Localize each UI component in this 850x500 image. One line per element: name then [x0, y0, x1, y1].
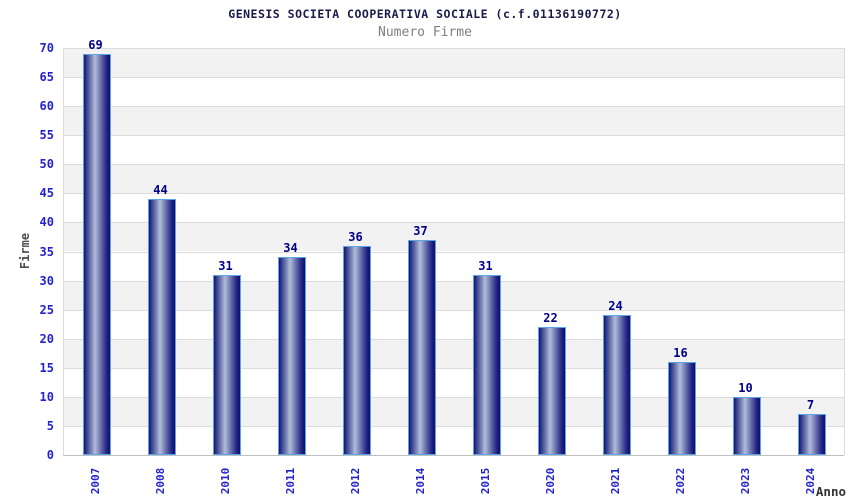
y-tick-label: 0 [46, 448, 54, 462]
x-tick-label: 2015 [478, 467, 492, 495]
y-tick-label: 30 [39, 273, 54, 288]
x-tick-label: 2008 [153, 467, 167, 495]
grid-band [64, 77, 844, 107]
grid-band [64, 338, 844, 368]
x-tick-label: 2021 [608, 467, 622, 495]
grid-band [64, 280, 844, 310]
bar-2020 [537, 327, 566, 455]
bar-value-label: 44 [153, 183, 168, 198]
bar-value-label: 10 [738, 380, 753, 395]
chart-subtitle: Numero Firme [378, 25, 472, 40]
grid-band [64, 425, 844, 455]
grid-band [64, 135, 844, 165]
bar-value-label: 24 [608, 299, 623, 314]
y-tick-label: 35 [39, 244, 54, 259]
bar-value-label: 31 [478, 258, 493, 273]
x-tick-label: 2010 [218, 467, 232, 495]
grid-band [64, 396, 844, 426]
x-tick-label: 2012 [348, 467, 362, 495]
bar-2010 [212, 274, 241, 455]
bar-2015 [472, 274, 501, 455]
bar-2021 [602, 315, 631, 455]
bar-value-label: 34 [283, 241, 298, 256]
bar-2008 [147, 199, 176, 455]
y-tick-label: 5 [46, 418, 54, 433]
y-tick-label: 55 [39, 128, 54, 143]
y-tick-label: 65 [39, 70, 54, 85]
bar-value-label: 22 [543, 311, 558, 326]
y-tick-label: 70 [39, 41, 54, 55]
grid-band [64, 164, 844, 194]
bar-value-label: 36 [348, 229, 363, 244]
x-tick-label: 2007 [88, 467, 102, 495]
grid-band [64, 367, 844, 397]
x-axis-line [63, 455, 844, 456]
grid-band [64, 48, 844, 78]
bar-value-label: 16 [673, 345, 688, 360]
y-tick-label: 45 [39, 186, 54, 201]
x-axis-title: Anno [815, 484, 846, 499]
x-tick-label: 2023 [738, 467, 752, 495]
bar-value-label: 37 [413, 223, 428, 238]
grid-band [64, 251, 844, 281]
y-tick-label: 40 [39, 215, 54, 230]
bar-2007 [82, 53, 111, 455]
y-tick-label: 60 [39, 99, 54, 114]
bar-2022 [667, 361, 696, 455]
grid-band [64, 193, 844, 223]
bar-2011 [277, 257, 306, 455]
x-tick-label: 2014 [413, 467, 427, 495]
y-tick-label: 50 [39, 157, 54, 172]
y-tick-label: 15 [39, 360, 54, 375]
grid-band [64, 222, 844, 252]
y-tick-label: 10 [39, 389, 54, 404]
x-tick-label: 2020 [543, 467, 557, 495]
bar-value-label: 31 [218, 258, 233, 273]
bar-value-label: 69 [88, 37, 103, 52]
y-tick-label: 25 [39, 302, 54, 317]
bar-value-label: 7 [806, 398, 815, 413]
bar-2023 [732, 396, 761, 455]
bar-2012 [342, 245, 371, 455]
chart-title: GENESIS SOCIETA COOPERATIVA SOCIALE (c.f… [228, 7, 622, 21]
bar-2024 [797, 414, 826, 455]
plot-area [63, 48, 845, 455]
x-tick-label: 2022 [673, 467, 687, 495]
y-tick-label: 20 [39, 331, 54, 346]
bar-2014 [407, 239, 436, 455]
grid-band [64, 106, 844, 136]
grid-band [64, 309, 844, 339]
x-tick-label: 2011 [283, 467, 297, 495]
